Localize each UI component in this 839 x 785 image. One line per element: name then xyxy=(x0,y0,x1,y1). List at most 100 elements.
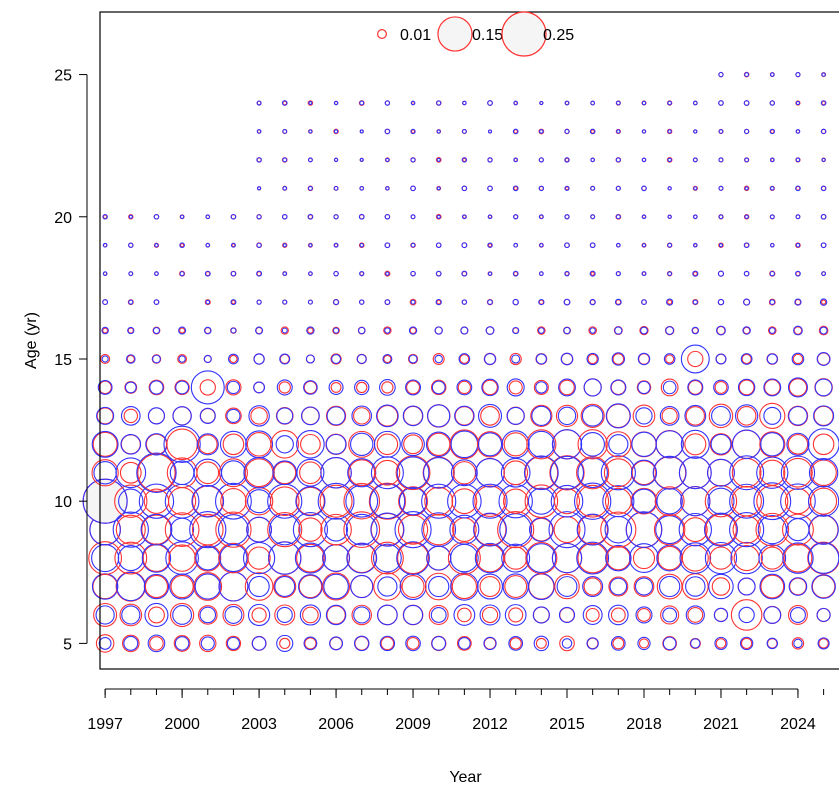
bubble-blue xyxy=(667,242,673,248)
bubble-blue xyxy=(819,326,828,335)
bubble-blue xyxy=(436,129,441,134)
bubble-red xyxy=(738,379,755,396)
bubble-blue xyxy=(120,433,142,455)
bubble-blue xyxy=(814,378,833,397)
x-axis: 1997 2000 2003 2006 2009 2012 2015 2018 2021 2024 xyxy=(87,688,825,733)
legend-bubble xyxy=(377,29,388,40)
bubble-blue xyxy=(128,271,134,277)
bubble-blue xyxy=(296,458,325,487)
bubble-blue xyxy=(230,327,237,334)
bubble-blue xyxy=(325,604,347,626)
bubble-blue xyxy=(718,129,724,134)
bubble-blue xyxy=(461,270,468,277)
bubble-blue xyxy=(281,213,288,220)
bubble-red xyxy=(759,431,786,458)
bubble-blue xyxy=(692,299,698,305)
bubble-red xyxy=(667,299,673,305)
bubble-red xyxy=(714,381,728,394)
bubble-red xyxy=(119,461,142,484)
bubble-blue xyxy=(616,129,621,134)
bubble-blue xyxy=(436,100,442,106)
bubble-blue xyxy=(658,575,681,598)
bubble-blue xyxy=(447,483,482,519)
bubble-red xyxy=(535,637,547,649)
bubble-blue xyxy=(385,186,390,191)
bubble-blue xyxy=(224,605,243,624)
bubble-blue xyxy=(531,405,552,426)
bubble-blue xyxy=(548,511,586,549)
bubble-red xyxy=(807,541,839,575)
bubble-blue xyxy=(199,606,217,624)
bubble-red xyxy=(278,381,291,394)
bubble-blue xyxy=(200,636,215,651)
bubble-blue xyxy=(731,429,762,460)
bubble-blue xyxy=(615,242,621,248)
bubble-blue xyxy=(308,271,313,277)
bubble-blue xyxy=(477,432,503,457)
bubble-blue xyxy=(228,353,239,365)
bubble-blue xyxy=(693,214,698,220)
bubble-blue xyxy=(477,403,503,428)
bubble-red xyxy=(526,429,557,460)
bubble-blue xyxy=(501,543,531,573)
bubble-blue xyxy=(282,243,287,248)
x-tick-label: 2015 xyxy=(549,716,585,733)
bubble-blue xyxy=(461,299,468,305)
bubble-blue xyxy=(128,214,133,219)
bubble-blue xyxy=(743,270,750,277)
bubble-blue xyxy=(744,214,749,220)
bubble-blue xyxy=(449,514,480,545)
bubble-red xyxy=(760,574,785,599)
bubble-blue xyxy=(421,512,457,548)
bubble-red xyxy=(215,511,252,548)
x-tick-label: 2003 xyxy=(241,716,277,733)
bubble-red xyxy=(631,460,657,486)
bubble-blue xyxy=(538,298,545,306)
bubble-red xyxy=(279,637,291,650)
bubble-blue xyxy=(662,636,677,651)
bubble-red xyxy=(319,484,353,518)
bubble-blue xyxy=(218,571,249,602)
bubble-red xyxy=(383,326,392,335)
bubble-blue xyxy=(306,326,315,335)
bubble-blue xyxy=(763,406,782,425)
bubble-blue xyxy=(300,406,320,426)
bubble-red xyxy=(407,353,419,365)
bubble-blue xyxy=(487,299,493,305)
bubble-blue xyxy=(377,576,398,597)
bubble-blue xyxy=(564,100,570,106)
bubble-blue xyxy=(687,379,704,396)
bubble-blue xyxy=(126,354,136,364)
bubble-blue xyxy=(123,635,139,651)
bubble-red xyxy=(474,485,506,517)
bubble-blue xyxy=(174,636,190,651)
bubble-blue xyxy=(147,407,166,425)
bubble-blue xyxy=(537,327,545,334)
bubble-red xyxy=(373,572,402,601)
bubble-blue xyxy=(602,485,635,518)
bubble-blue xyxy=(551,542,583,574)
bubble-red xyxy=(764,379,781,396)
bubble-red xyxy=(270,430,300,459)
bubble-blue xyxy=(820,128,827,135)
bubble-blue xyxy=(549,455,585,490)
bubble-red xyxy=(709,546,733,570)
bubble-red xyxy=(708,403,734,429)
bubble-blue xyxy=(169,460,195,486)
bubble-blue xyxy=(808,514,839,545)
bubble-blue xyxy=(614,326,623,335)
legend-label: 0.15 xyxy=(472,27,503,44)
bubble-red xyxy=(789,577,807,596)
bubble-red xyxy=(741,353,752,365)
bubble-blue xyxy=(317,482,355,520)
bubble-red xyxy=(509,352,522,366)
bubble-blue xyxy=(281,100,288,106)
bubble-blue xyxy=(152,326,161,335)
bubble-blue xyxy=(586,637,599,650)
bubble-red xyxy=(632,547,656,570)
bubble-blue xyxy=(487,157,493,163)
bubble-blue xyxy=(276,606,293,624)
bubble-blue xyxy=(196,433,219,456)
bubble-blue xyxy=(729,512,765,548)
bubble-blue xyxy=(744,128,750,135)
